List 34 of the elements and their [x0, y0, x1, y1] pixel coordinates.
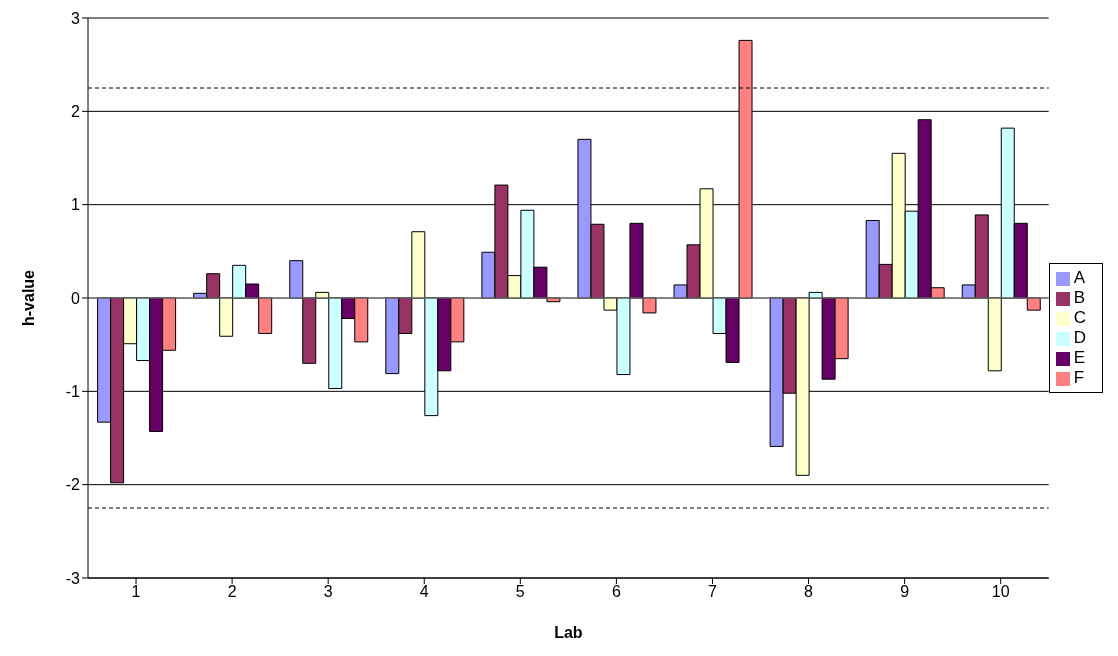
- x-tick-label: 9: [900, 583, 910, 601]
- x-tick-label: 6: [611, 583, 621, 601]
- bar: [987, 297, 1002, 372]
- legend-label: B: [1073, 288, 1086, 307]
- legend-label: C: [1073, 308, 1086, 327]
- y-tick-label: 0: [71, 289, 81, 307]
- bar: [1026, 297, 1041, 311]
- x-tick-label: 8: [804, 583, 814, 601]
- y-tick-label: 2: [71, 103, 81, 121]
- y-tick-label: -1: [65, 383, 81, 401]
- x-tick-label: 5: [515, 583, 525, 601]
- y-tick-label: -2: [65, 476, 81, 494]
- x-tick-label: 2: [227, 583, 237, 601]
- x-tick-label: 7: [708, 583, 718, 601]
- bar: [289, 260, 304, 299]
- bar: [258, 297, 273, 334]
- x-tick-label: 3: [323, 583, 333, 601]
- bar: [642, 297, 657, 314]
- legend-label: D: [1073, 328, 1086, 347]
- x-axis-title: Lab: [554, 624, 583, 641]
- y-tick-label: 3: [71, 9, 81, 27]
- bar: [629, 222, 644, 299]
- bar: [302, 297, 317, 364]
- x-tick-label: 1: [131, 583, 141, 601]
- y-tick-label: -3: [65, 569, 81, 587]
- bar: [219, 297, 234, 337]
- y-tick-label: 1: [71, 196, 81, 214]
- y-axis-title: h-value: [19, 269, 37, 327]
- x-tick-label: 4: [419, 583, 429, 601]
- legend-label: A: [1073, 268, 1086, 287]
- bar: [411, 231, 426, 299]
- legend-label: F: [1073, 368, 1085, 387]
- legend-label: E: [1073, 348, 1086, 367]
- x-tick-label: 10: [991, 583, 1010, 601]
